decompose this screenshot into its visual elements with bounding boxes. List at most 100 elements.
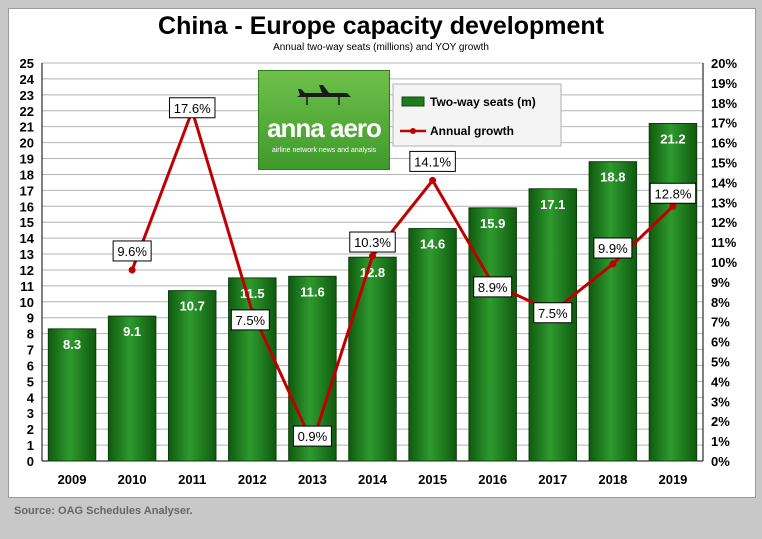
- growth-point: [128, 266, 136, 274]
- source-note: Source: OAG Schedules Analyser.: [14, 505, 193, 517]
- y2-tick-label: 20%: [711, 56, 737, 71]
- chart-title: China - Europe capacity development: [158, 12, 604, 40]
- growth-label: 9.6%: [112, 240, 152, 262]
- growth-label: 12.8%: [649, 182, 697, 204]
- growth-label-text: 17.6%: [174, 101, 211, 116]
- bar-value-label: 10.7: [180, 299, 205, 314]
- y-tick-label: 12: [20, 263, 34, 278]
- growth-label-box: [112, 240, 152, 262]
- y2-tick-label: 14%: [711, 175, 737, 190]
- growth-label-box: [593, 237, 633, 259]
- growth-label-box: [230, 309, 270, 331]
- bar-value-label: 14.6: [420, 237, 445, 252]
- y2-tick-label: 15%: [711, 156, 737, 171]
- y2-tick-label: 16%: [711, 136, 737, 151]
- logo-tagline: airline network news and analysis: [271, 147, 377, 154]
- growth-label-box: [473, 276, 513, 298]
- x-tick-label: 2013: [298, 472, 327, 487]
- growth-label-text: 7.5%: [538, 306, 568, 321]
- growth-label-text: 8.9%: [478, 280, 508, 295]
- bar-value-label: 17.1: [540, 197, 565, 212]
- bar: [648, 122, 698, 462]
- y-tick-label: 1: [27, 438, 34, 453]
- plane-icon: [297, 85, 351, 105]
- x-tick-label: 2017: [538, 472, 567, 487]
- y-tick-label: 18: [20, 167, 34, 182]
- y-tick-label: 6: [27, 358, 34, 373]
- growth-label-text: 9.6%: [117, 244, 147, 259]
- y2-tick-label: 1%: [711, 434, 730, 449]
- y2-tick-label: 19%: [711, 76, 737, 91]
- growth-point: [429, 176, 437, 184]
- growth-labels: 9.6% 17.6% 7.5% 0.9% 10.3% 14.1% 8.9% 7.5% 9.9% 1…: [112, 97, 697, 447]
- growth-point: [369, 252, 376, 260]
- growth-label-text: 0.9%: [298, 429, 328, 444]
- growth-label-box: [349, 231, 396, 253]
- growth-label: 10.3%: [349, 231, 396, 253]
- legend-bar-label: Two-way seats (m): [430, 95, 536, 109]
- x-tick-label: 2019: [658, 472, 687, 487]
- y2-tick-label: 5%: [711, 355, 730, 370]
- y-tick-label: 4: [27, 390, 35, 405]
- growth-label-text: 10.3%: [354, 235, 391, 250]
- y-tick-label: 15: [20, 215, 34, 230]
- growth-label: 17.6%: [168, 97, 216, 119]
- y2-tick-label: 4%: [711, 374, 730, 389]
- growth-label: 7.5%: [230, 309, 270, 331]
- x-tick-label: 2010: [118, 472, 147, 487]
- y-tick-label: 0: [27, 454, 34, 469]
- growth-label: 9.9%: [593, 237, 633, 259]
- x-axis: 2009 2010 2011 2012 2013 2014 2015 2016 2017 2018…: [58, 472, 688, 487]
- legend-bar-swatch: [401, 96, 425, 107]
- y2-tick-label: 10%: [711, 255, 737, 270]
- y-tick-label: 24: [20, 72, 35, 87]
- y-tick-label: 23: [20, 88, 34, 103]
- bar-value-label: 18.8: [600, 170, 625, 185]
- bar-value-label: 9.1: [123, 324, 141, 339]
- y2-tick-label: 11%: [711, 235, 737, 250]
- growth-point: [609, 260, 617, 268]
- growth-label: 7.5%: [533, 302, 573, 324]
- bar: [47, 328, 97, 462]
- bar: [528, 188, 578, 462]
- legend-line-label: Annual growth: [430, 124, 514, 138]
- growth-label: 0.9%: [292, 425, 332, 447]
- y2-tick-label: 18%: [711, 96, 737, 111]
- logo-brand: anna aero: [267, 113, 382, 143]
- y-tick-label: 14: [20, 231, 35, 246]
- y-tick-label: 7: [27, 343, 34, 358]
- x-tick-label: 2011: [178, 472, 206, 487]
- growth-label: 8.9%: [473, 276, 513, 298]
- bar: [228, 277, 277, 462]
- legend-box: [392, 83, 562, 147]
- growth-label-box: [292, 425, 332, 447]
- y-tick-label: 17: [20, 183, 34, 198]
- growth-point: [669, 202, 677, 210]
- legend: Two-way seats (m) Annual growth: [392, 83, 562, 147]
- bar: [588, 161, 638, 462]
- y2-tick-label: 12%: [711, 215, 737, 230]
- growth-label-text: 7.5%: [235, 313, 265, 328]
- bar: [167, 290, 217, 462]
- bar-value-label: 21.2: [660, 131, 685, 146]
- x-tick-label: 2012: [238, 472, 267, 487]
- y2-tick-label: 3%: [711, 394, 730, 409]
- x-tick-label: 2015: [418, 472, 447, 487]
- x-tick-label: 2009: [58, 472, 87, 487]
- y-axis-left: 0123456789101112131415161718192021222324…: [20, 56, 35, 469]
- y2-tick-label: 2%: [711, 414, 730, 429]
- y-tick-label: 21: [20, 120, 34, 135]
- growth-line: [130, 106, 674, 448]
- y-tick-label: 20: [20, 136, 34, 151]
- y-tick-label: 22: [20, 104, 34, 119]
- x-tick-label: 2016: [478, 472, 507, 487]
- growth-label-text: 12.8%: [655, 186, 692, 201]
- bar: [348, 256, 397, 462]
- growth-label-text: 9.9%: [598, 241, 628, 256]
- growth-label-box: [649, 182, 697, 204]
- x-tick-label: 2014: [358, 472, 388, 487]
- y2-tick-label: 0%: [711, 454, 730, 469]
- bar-labels: 8.39.110.711.5 11.612.814.615.917.118.821…: [63, 131, 686, 351]
- bar: [468, 207, 517, 462]
- y-axis-right: 0% 1% 2% 3% 4% 5% 6% 7% 8% 9% 10% 11% 12% 13% 14% 15% 16…: [711, 56, 737, 469]
